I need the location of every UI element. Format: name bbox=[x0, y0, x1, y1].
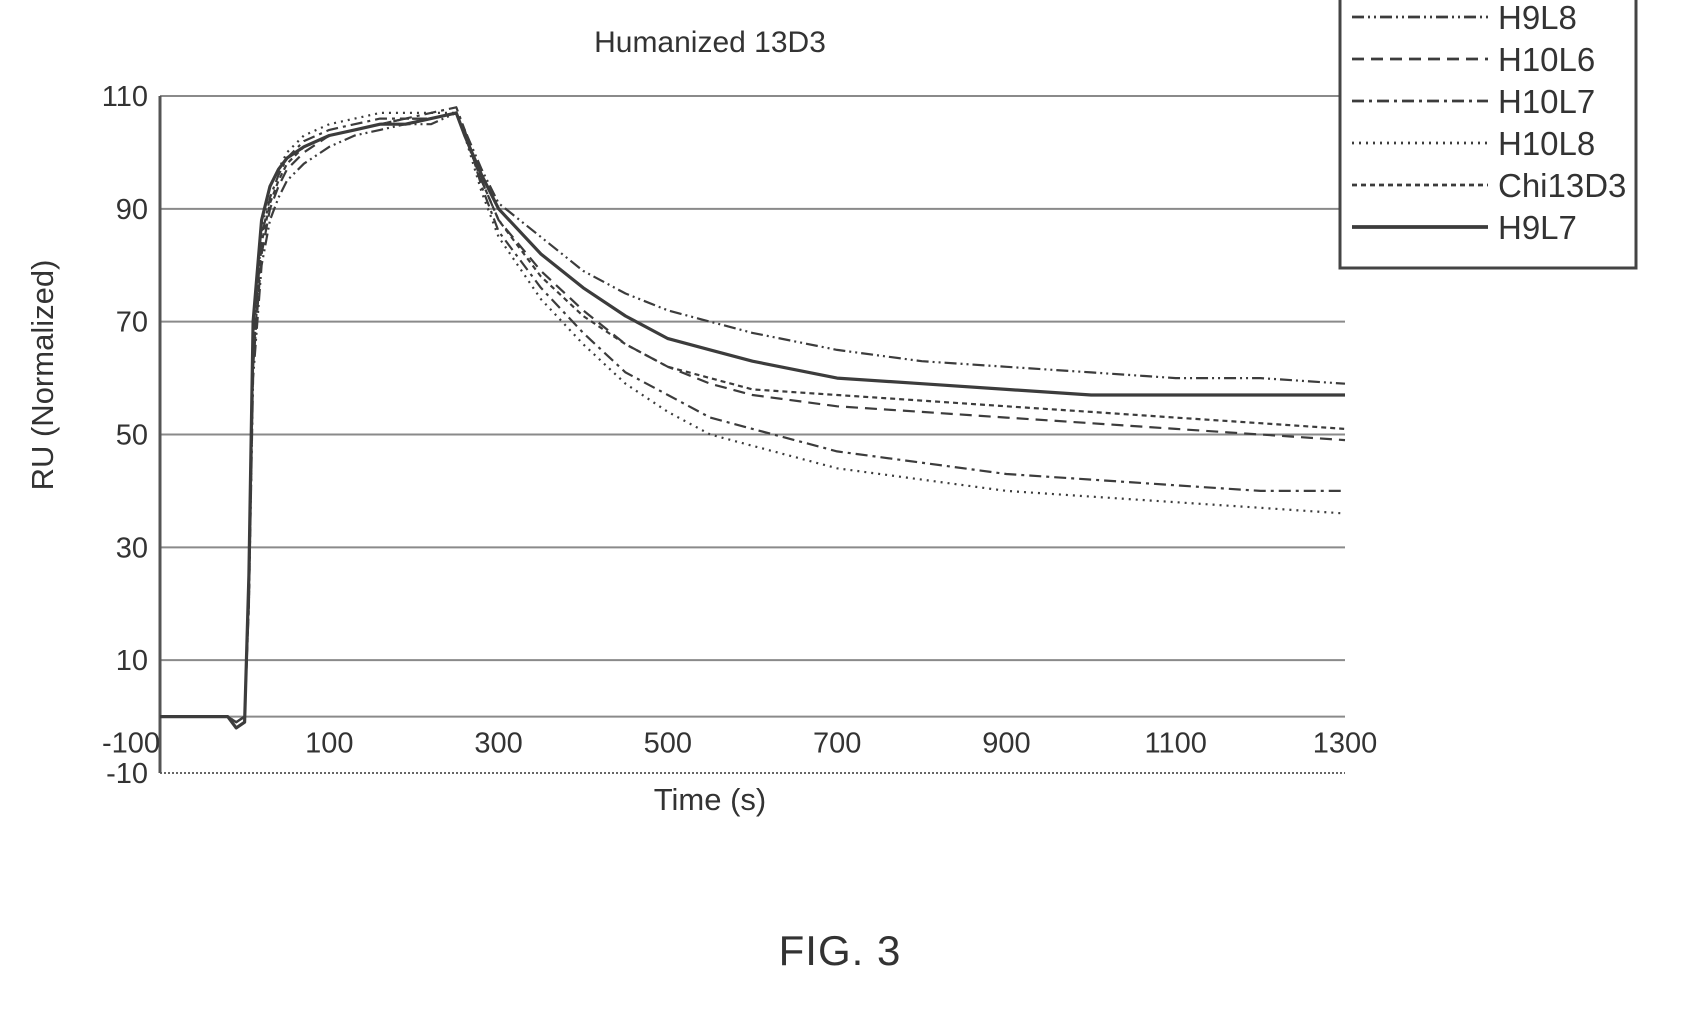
y-tick-label: 110 bbox=[102, 81, 148, 113]
chart-title: Humanized 13D3 bbox=[594, 26, 826, 59]
legend-label: H9L7 bbox=[1498, 209, 1577, 246]
x-tick-label: 100 bbox=[305, 728, 353, 760]
series-line bbox=[160, 111, 1346, 724]
series-line bbox=[160, 111, 1345, 730]
series-layer bbox=[160, 106, 1346, 730]
legend-label: H10L8 bbox=[1498, 125, 1595, 162]
legend-label: H10L6 bbox=[1498, 41, 1595, 78]
figure-label: FIG. 3 bbox=[779, 927, 902, 974]
legend-label: Chi13D3 bbox=[1498, 167, 1626, 204]
legend-label: H9L8 bbox=[1498, 0, 1577, 36]
x-tick-label: 700 bbox=[813, 728, 861, 760]
y-tick-label: 70 bbox=[116, 307, 148, 339]
y-tick-label: 50 bbox=[116, 420, 148, 452]
y-tick-label: 10 bbox=[116, 645, 148, 677]
y-tick-label: 90 bbox=[116, 194, 148, 226]
series-line bbox=[160, 111, 1346, 724]
x-tick-label: 900 bbox=[982, 728, 1030, 760]
axis-layer: 110 90 70 50 30 10 -10-100 100 300 500 700 900 1100 1… bbox=[102, 81, 1377, 790]
legend: H9L8 H10L6 H10L7 H10L8 Chi13D3 H9L7 bbox=[1338, 0, 1638, 270]
series-line bbox=[160, 111, 1346, 724]
series-line bbox=[160, 106, 1345, 724]
series-line bbox=[160, 111, 1346, 724]
y-tick-label: -10 bbox=[106, 758, 148, 790]
legend-label: H10L7 bbox=[1498, 83, 1595, 120]
x-axis-label: Time (s) bbox=[654, 782, 767, 817]
x-tick-label: 1100 bbox=[1145, 728, 1207, 760]
x-tick-label: 500 bbox=[644, 728, 692, 760]
x-tick-label: 1300 bbox=[1313, 728, 1378, 760]
y-axis-label: RU (Normalized) bbox=[25, 260, 60, 491]
x-tick-label: 300 bbox=[474, 728, 522, 760]
grid-layer bbox=[160, 95, 1345, 718]
x-tick-label: -100 bbox=[102, 728, 160, 760]
y-tick-label: 30 bbox=[116, 532, 148, 564]
legend-box bbox=[1338, 0, 1638, 270]
